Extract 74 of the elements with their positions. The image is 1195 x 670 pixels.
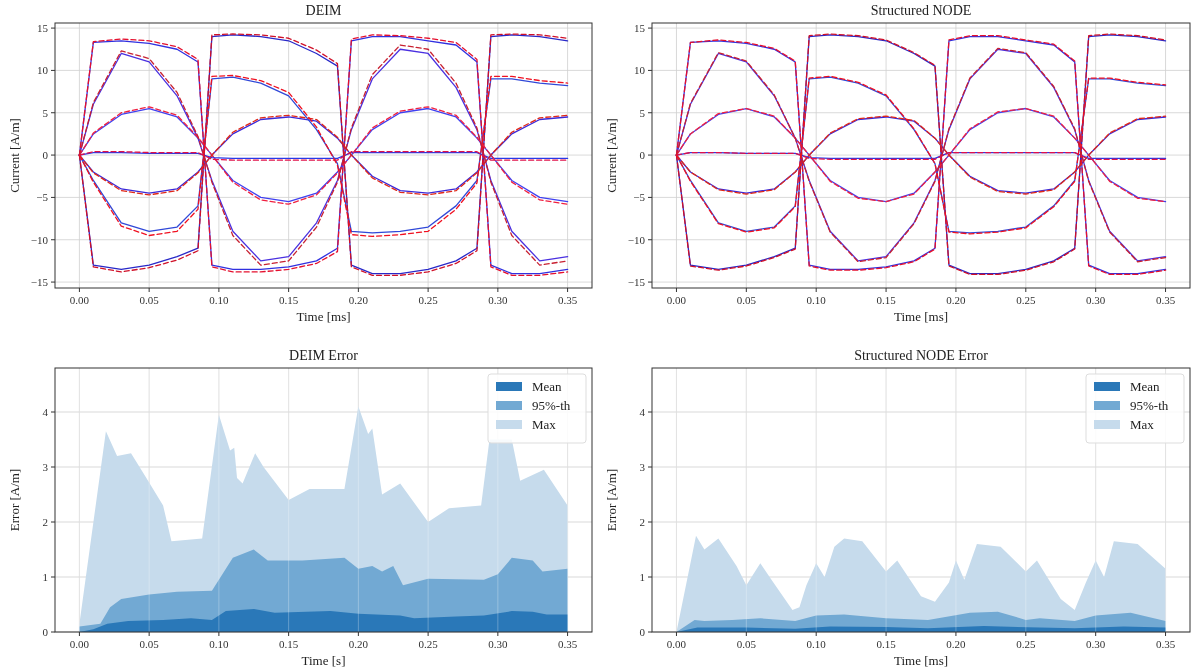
legend-label: Mean — [1130, 379, 1161, 394]
legend-label: Max — [532, 417, 557, 432]
y-tick-label: 2 — [639, 516, 645, 528]
x-axis-title: Time [s] — [301, 653, 346, 668]
y-tick-label: 0 — [42, 149, 49, 162]
y-tick-label: −5 — [36, 191, 49, 204]
y-tick-label: −5 — [633, 191, 646, 204]
x-tick-label: 0.00 — [666, 294, 687, 306]
legend-label: Mean — [532, 379, 563, 394]
x-tick-label: 0.30 — [1086, 294, 1106, 306]
y-tick-label: 1 — [42, 571, 48, 583]
y-axis-title: Error [A/m] — [7, 468, 22, 532]
y-tick-label: −15 — [30, 276, 49, 289]
x-tick-label: 0.10 — [806, 638, 827, 650]
x-tick-label: 0.25 — [418, 638, 439, 650]
y-axis-title: Error [A/m] — [604, 468, 619, 532]
x-tick-label: 0.00 — [666, 638, 687, 650]
chart-title: Structured NODE — [870, 3, 972, 18]
x-tick-label: 0.35 — [557, 638, 578, 650]
y-axis-title: Current [A/m] — [604, 118, 619, 193]
x-tick-label: 0.05 — [736, 294, 757, 306]
x-tick-label: 0.05 — [139, 638, 160, 650]
x-tick-label: 0.05 — [139, 294, 160, 306]
x-tick-label: 0.20 — [946, 638, 967, 650]
x-tick-label: 0.15 — [876, 294, 897, 306]
x-tick-label: 0.25 — [1016, 638, 1036, 650]
x-tick-label: 0.35 — [1155, 294, 1176, 306]
x-tick-label: 0.05 — [736, 638, 757, 650]
legend-label: Max — [1130, 417, 1155, 432]
legend-label: 95%-th — [1130, 398, 1169, 413]
y-tick-label: 5 — [42, 106, 49, 119]
x-tick-label: 0.35 — [557, 294, 578, 306]
y-tick-label: 3 — [42, 461, 49, 473]
x-axis-title: Time [ms] — [893, 653, 949, 668]
x-tick-label: 0.15 — [279, 294, 299, 306]
x-tick-label: 0.00 — [69, 638, 90, 650]
x-tick-label: 0.30 — [488, 294, 508, 306]
x-tick-label: 0.20 — [348, 638, 369, 650]
x-tick-label: 0.30 — [488, 638, 508, 650]
x-tick-label: 0.15 — [279, 638, 299, 650]
legend-label: 95%-th — [532, 398, 571, 413]
x-axis-title: Time [ms] — [893, 309, 949, 324]
y-tick-label: −10 — [627, 233, 646, 246]
y-tick-label: 15 — [37, 22, 49, 35]
x-tick-label: 0.25 — [418, 294, 439, 306]
y-tick-label: 5 — [639, 106, 646, 119]
x-axis-title: Time [ms] — [296, 309, 351, 324]
x-tick-label: 0.30 — [1086, 638, 1106, 650]
y-tick-label: 1 — [639, 571, 645, 583]
y-tick-label: 0 — [639, 149, 646, 162]
y-tick-label: 10 — [634, 64, 646, 77]
y-tick-label: 4 — [639, 406, 646, 418]
y-tick-label: 15 — [634, 22, 646, 35]
chart-title: DEIM — [305, 3, 342, 18]
x-tick-label: 0.20 — [348, 294, 369, 306]
y-tick-label: 0 — [42, 626, 49, 638]
y-tick-label: −10 — [30, 233, 49, 246]
y-tick-label: 10 — [37, 64, 49, 77]
x-tick-label: 0.20 — [946, 294, 967, 306]
x-tick-label: 0.35 — [1155, 638, 1176, 650]
y-tick-label: 4 — [42, 406, 49, 418]
chart-title: DEIM Error — [289, 348, 359, 363]
chart-title: Structured NODE Error — [854, 348, 989, 363]
y-axis-title: Current [A/m] — [7, 118, 22, 193]
y-tick-label: 0 — [639, 626, 646, 638]
x-tick-label: 0.00 — [69, 294, 90, 306]
x-tick-label: 0.10 — [209, 638, 230, 650]
y-tick-label: 2 — [42, 516, 48, 528]
y-tick-label: −15 — [627, 276, 646, 289]
x-tick-label: 0.15 — [876, 638, 897, 650]
x-tick-label: 0.10 — [209, 294, 230, 306]
x-tick-label: 0.10 — [806, 294, 827, 306]
x-tick-label: 0.25 — [1016, 294, 1036, 306]
y-tick-label: 3 — [639, 461, 646, 473]
